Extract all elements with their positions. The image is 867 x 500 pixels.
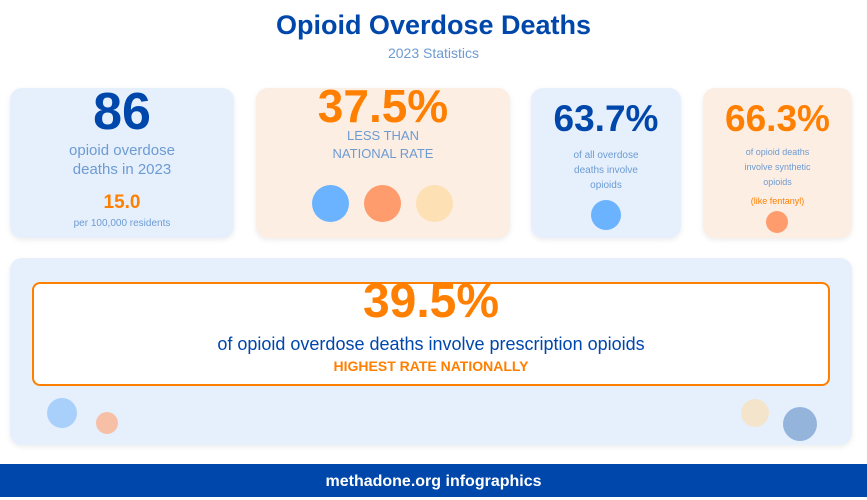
orange-circle-decoration (364, 185, 401, 222)
rate-value: 15.0 (103, 192, 141, 213)
stat-card-synthetic: 66.3% of opioid deaths involve synthetic… (703, 88, 852, 238)
stat-card-overdose: 63.7% of all overdose deaths involve opi… (531, 88, 681, 238)
synthetic-value: 66.3% (725, 98, 830, 139)
highlight-panel: 39.5% of opioid overdose deaths involve … (10, 258, 852, 445)
deaths-label-1: opioid overdose (69, 142, 175, 159)
deaths-label-2: deaths in 2023 (72, 161, 172, 178)
national-label-1: LESS THAN (346, 128, 419, 143)
page-subtitle: 2023 Statistics (387, 45, 480, 61)
stat-card-deaths: 86 opioid overdose deaths in 2023 15.0 p… (10, 88, 234, 238)
blue-circle-decoration (591, 200, 621, 230)
highlight-label: of opioid overdose deaths involve prescr… (217, 334, 645, 354)
highlight-tagline: HIGHEST RATE NATIONALLY (333, 358, 529, 374)
national-value: 37.5% (317, 88, 449, 132)
footer: methadone.org infographics (0, 464, 867, 497)
synthetic-label-2: involve synthetic (744, 162, 811, 172)
navy-circle-decoration (783, 407, 817, 441)
orange-circle-decoration (96, 412, 118, 434)
yellow-circle-decoration (741, 399, 769, 427)
national-label-2: NATIONAL RATE (332, 146, 434, 161)
synthetic-label-3: opioids (763, 177, 792, 187)
rate-label: per 100,000 residents (73, 218, 171, 229)
overdose-label-3: opioids (590, 180, 622, 191)
synthetic-note: (like fentanyl) (750, 196, 805, 206)
overdose-label-1: of all overdose (573, 150, 639, 161)
synthetic-label-1: of opioid deaths (745, 147, 810, 157)
yellow-circle-decoration (416, 185, 453, 222)
stat-card-national: 37.5% LESS THAN NATIONAL RATE (256, 88, 510, 238)
highlight-box: 39.5% of opioid overdose deaths involve … (32, 275, 830, 386)
highlight-value: 39.5% (362, 275, 500, 328)
overdose-value: 63.7% (553, 98, 659, 139)
page-title: Opioid Overdose Deaths (275, 10, 592, 40)
orange-circle-decoration (766, 211, 788, 233)
blue-circle-decoration (47, 398, 77, 428)
deaths-value: 86 (93, 88, 151, 141)
blue-circle-decoration (312, 185, 349, 222)
overdose-label-2: deaths involve (574, 165, 638, 176)
